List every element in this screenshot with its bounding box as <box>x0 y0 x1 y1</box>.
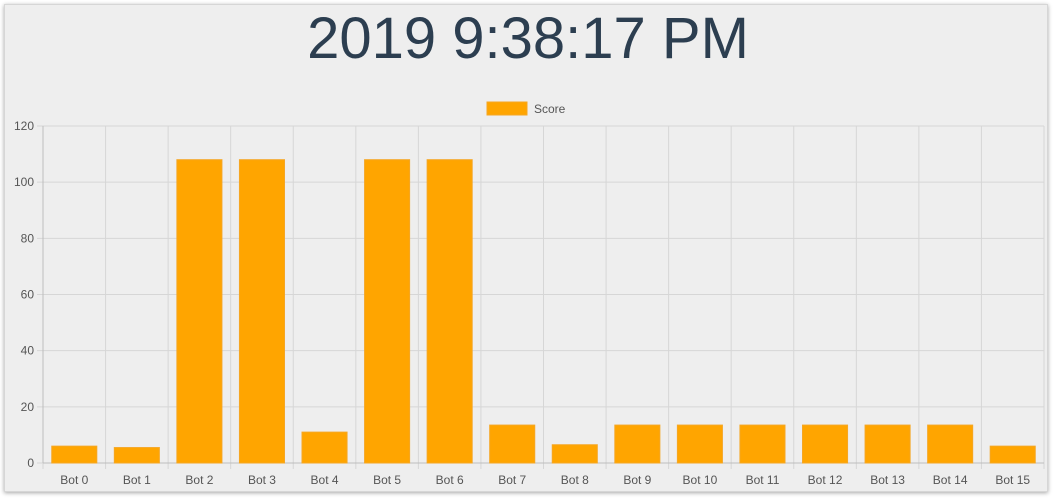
y-tick-label: 60 <box>21 288 35 302</box>
bar-bot-15[interactable] <box>989 445 1036 464</box>
bar-bot-5[interactable] <box>364 159 411 464</box>
legend-swatch-score <box>486 101 528 116</box>
y-tick-label: 120 <box>14 119 34 133</box>
x-tick-label: Bot 4 <box>311 473 339 487</box>
bar-bot-2[interactable] <box>176 159 223 464</box>
bar-bot-8[interactable] <box>551 444 598 464</box>
bar-bot-4[interactable] <box>301 431 348 464</box>
x-tick-label: Bot 12 <box>808 473 843 487</box>
bar-bot-7[interactable] <box>489 424 536 464</box>
x-tick-label: Bot 3 <box>248 473 276 487</box>
x-tick-label: Bot 9 <box>623 473 651 487</box>
x-tick-label: Bot 1 <box>123 473 151 487</box>
bar-bot-10[interactable] <box>676 424 723 464</box>
bar-bot-9[interactable] <box>614 424 661 464</box>
bar-bot-1[interactable] <box>113 447 160 464</box>
x-tick-label: Bot 5 <box>373 473 401 487</box>
x-axis: Bot 0 Bot 1 Bot 2 Bot 3 Bot 4 Bot 5 Bot 6 Bot 7… <box>60 473 1030 487</box>
x-tick-label: Bot 13 <box>870 473 905 487</box>
y-tick-label: 100 <box>14 175 34 189</box>
bar-bot-11[interactable] <box>739 424 786 464</box>
y-tick-label: 0 <box>27 456 34 470</box>
y-tick-label: 80 <box>21 231 35 245</box>
bar-bot-0[interactable] <box>51 445 98 464</box>
x-tick-label: Bot 11 <box>746 473 780 487</box>
chart-legend[interactable]: Score <box>486 101 566 116</box>
page-title: 2019 9:38:17 PM <box>307 6 749 71</box>
y-axis: 0 20 40 60 80 100 120 <box>14 119 34 470</box>
y-tick-label: 40 <box>21 344 35 358</box>
bar-bot-13[interactable] <box>864 424 911 464</box>
x-tick-label: Bot 0 <box>60 473 88 487</box>
x-tick-label: Bot 2 <box>185 473 213 487</box>
x-tick-label: Bot 7 <box>498 473 526 487</box>
bar-bot-12[interactable] <box>802 424 849 464</box>
x-tick-label: Bot 15 <box>995 473 1030 487</box>
x-tick-label: Bot 6 <box>436 473 464 487</box>
legend-label-score: Score <box>534 102 566 116</box>
bar-series-score <box>51 159 1036 464</box>
x-tick-label: Bot 14 <box>933 473 968 487</box>
x-tick-label: Bot 8 <box>561 473 589 487</box>
x-tick-label: Bot 10 <box>683 473 718 487</box>
bar-bot-6[interactable] <box>426 159 473 464</box>
bar-bot-3[interactable] <box>238 159 285 464</box>
y-tick-label: 20 <box>21 400 35 414</box>
bar-bot-14[interactable] <box>927 424 974 464</box>
